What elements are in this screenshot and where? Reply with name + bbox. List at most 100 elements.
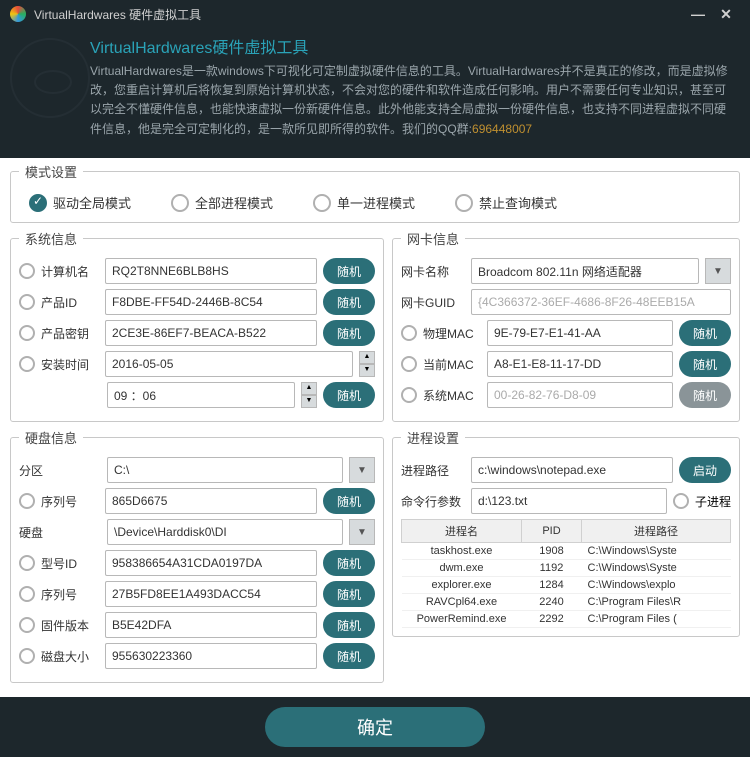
computer-label: 计算机名 bbox=[41, 263, 99, 280]
firmware-input[interactable] bbox=[105, 612, 317, 638]
guid-input bbox=[471, 289, 731, 315]
qq-number: 696448007 bbox=[472, 122, 532, 136]
pmac-label: 物理MAC bbox=[423, 325, 481, 342]
check-icon[interactable] bbox=[19, 493, 35, 509]
check-icon[interactable] bbox=[19, 356, 35, 372]
close-button[interactable]: ✕ bbox=[712, 6, 740, 23]
mode-opt-forbid[interactable]: 禁止查询模式 bbox=[455, 193, 557, 212]
col-name[interactable]: 进程名 bbox=[402, 520, 522, 543]
install-label: 安装时间 bbox=[41, 356, 99, 373]
model-label: 型号ID bbox=[41, 555, 99, 572]
rand-button[interactable]: 随机 bbox=[323, 258, 375, 284]
mode-opt-all[interactable]: 全部进程模式 bbox=[171, 193, 273, 212]
col-pid[interactable]: PID bbox=[522, 520, 582, 543]
rand-button[interactable]: 随机 bbox=[323, 643, 375, 669]
cmac-label: 当前MAC bbox=[423, 356, 481, 373]
table-row[interactable]: RAVCpl64.exe2240C:\Program Files\R bbox=[402, 594, 731, 611]
mode-group: 模式设置 驱动全局模式 全部进程模式 单一进程模式 禁止查询模式 bbox=[10, 162, 740, 223]
pmac-input[interactable] bbox=[487, 320, 673, 346]
check-icon[interactable] bbox=[673, 493, 689, 509]
disk-group: 硬盘信息 分区▼ 序列号随机 硬盘▼ 型号ID随机 序列号随机 固件版本随机 磁… bbox=[10, 428, 384, 683]
minimize-button[interactable]: — bbox=[684, 6, 712, 22]
check-icon[interactable] bbox=[19, 648, 35, 664]
partition-label: 分区 bbox=[19, 462, 101, 479]
radio-icon bbox=[29, 194, 47, 212]
rand-button[interactable]: 随机 bbox=[323, 550, 375, 576]
table-row[interactable]: taskhost.exe1908C:\Windows\Syste bbox=[402, 543, 731, 560]
nic-group: 网卡信息 网卡名称▼ 网卡GUID 物理MAC随机 当前MAC随机 系统MAC随… bbox=[392, 229, 740, 422]
computer-input[interactable] bbox=[105, 258, 317, 284]
launch-button[interactable]: 启动 bbox=[679, 457, 731, 483]
rand-button[interactable]: 随机 bbox=[679, 351, 731, 377]
dropdown-icon[interactable]: ▼ bbox=[349, 519, 375, 545]
check-icon[interactable] bbox=[401, 356, 417, 372]
guid-label: 网卡GUID bbox=[401, 294, 465, 311]
disksize-label: 磁盘大小 bbox=[41, 648, 99, 665]
rand-button[interactable]: 随机 bbox=[323, 382, 375, 408]
smac-input bbox=[487, 382, 673, 408]
dropdown-icon[interactable]: ▼ bbox=[705, 258, 731, 284]
serial2-input[interactable] bbox=[105, 581, 317, 607]
nic-legend: 网卡信息 bbox=[401, 229, 465, 248]
key-label: 产品密钥 bbox=[41, 325, 99, 342]
time-spinner[interactable]: ▲▼ bbox=[301, 382, 317, 408]
key-input[interactable] bbox=[105, 320, 317, 346]
table-row[interactable]: explorer.exe1284C:\Windows\explo bbox=[402, 577, 731, 594]
check-icon[interactable] bbox=[19, 586, 35, 602]
check-icon[interactable] bbox=[401, 387, 417, 403]
dropdown-icon[interactable]: ▼ bbox=[349, 457, 375, 483]
titlebar-title: VirtualHardwares 硬件虚拟工具 bbox=[34, 6, 201, 23]
check-icon[interactable] bbox=[19, 294, 35, 310]
radio-icon bbox=[455, 194, 473, 212]
process-group: 进程设置 进程路径启动 命令行参数子进程 进程名 PID 进程路径 taskho… bbox=[392, 428, 740, 637]
date-spinner[interactable]: ▲▼ bbox=[359, 351, 375, 377]
check-icon[interactable] bbox=[19, 263, 35, 279]
product-input[interactable] bbox=[105, 289, 317, 315]
nicname-label: 网卡名称 bbox=[401, 263, 465, 280]
check-icon[interactable] bbox=[19, 555, 35, 571]
process-legend: 进程设置 bbox=[401, 428, 465, 447]
mode-legend: 模式设置 bbox=[19, 162, 83, 181]
table-row[interactable]: PowerRemind.exe2292C:\Program Files ( bbox=[402, 611, 731, 628]
harddisk-input[interactable] bbox=[107, 519, 343, 545]
col-path[interactable]: 进程路径 bbox=[582, 520, 731, 543]
serial-label: 序列号 bbox=[41, 493, 99, 510]
check-icon[interactable] bbox=[19, 325, 35, 341]
rand-button[interactable]: 随机 bbox=[323, 581, 375, 607]
system-legend: 系统信息 bbox=[19, 229, 83, 248]
app-icon bbox=[10, 6, 26, 22]
header: VirtualHardwares硬件虚拟工具 VirtualHardwares是… bbox=[0, 28, 750, 158]
rand-button[interactable]: 随机 bbox=[679, 320, 731, 346]
check-icon[interactable] bbox=[19, 617, 35, 633]
model-input[interactable] bbox=[105, 550, 317, 576]
mode-opt-driver[interactable]: 驱动全局模式 bbox=[29, 193, 131, 212]
rand-button[interactable]: 随机 bbox=[323, 612, 375, 638]
product-label: 产品ID bbox=[41, 294, 99, 311]
serial-input[interactable] bbox=[105, 488, 317, 514]
rand-button[interactable]: 随机 bbox=[323, 320, 375, 346]
install-input[interactable] bbox=[105, 351, 353, 377]
procpath-input[interactable] bbox=[471, 457, 673, 483]
process-table[interactable]: 进程名 PID 进程路径 taskhost.exe1908C:\Windows\… bbox=[401, 519, 731, 628]
disksize-input[interactable] bbox=[105, 643, 317, 669]
ok-button[interactable]: 确定 bbox=[265, 707, 485, 747]
rand-button[interactable]: 随机 bbox=[323, 289, 375, 315]
args-input[interactable] bbox=[471, 488, 667, 514]
firmware-label: 固件版本 bbox=[41, 617, 99, 634]
cmac-input[interactable] bbox=[487, 351, 673, 377]
footer: 确定 bbox=[0, 697, 750, 757]
nicname-input[interactable] bbox=[471, 258, 699, 284]
harddisk-label: 硬盘 bbox=[19, 524, 101, 541]
table-row[interactable]: dwm.exe1192C:\Windows\Syste bbox=[402, 560, 731, 577]
system-group: 系统信息 计算机名随机 产品ID随机 产品密钥随机 安装时间▲▼ ▲▼随机 bbox=[10, 229, 384, 422]
rand-button[interactable]: 随机 bbox=[323, 488, 375, 514]
mode-opt-single[interactable]: 单一进程模式 bbox=[313, 193, 415, 212]
time-input[interactable] bbox=[107, 382, 295, 408]
titlebar: VirtualHardwares 硬件虚拟工具 — ✕ bbox=[0, 0, 750, 28]
radio-icon bbox=[171, 194, 189, 212]
check-icon[interactable] bbox=[401, 325, 417, 341]
partition-input[interactable] bbox=[107, 457, 343, 483]
logo-eye-icon bbox=[10, 38, 90, 118]
child-label: 子进程 bbox=[695, 493, 731, 510]
rand-button: 随机 bbox=[679, 382, 731, 408]
